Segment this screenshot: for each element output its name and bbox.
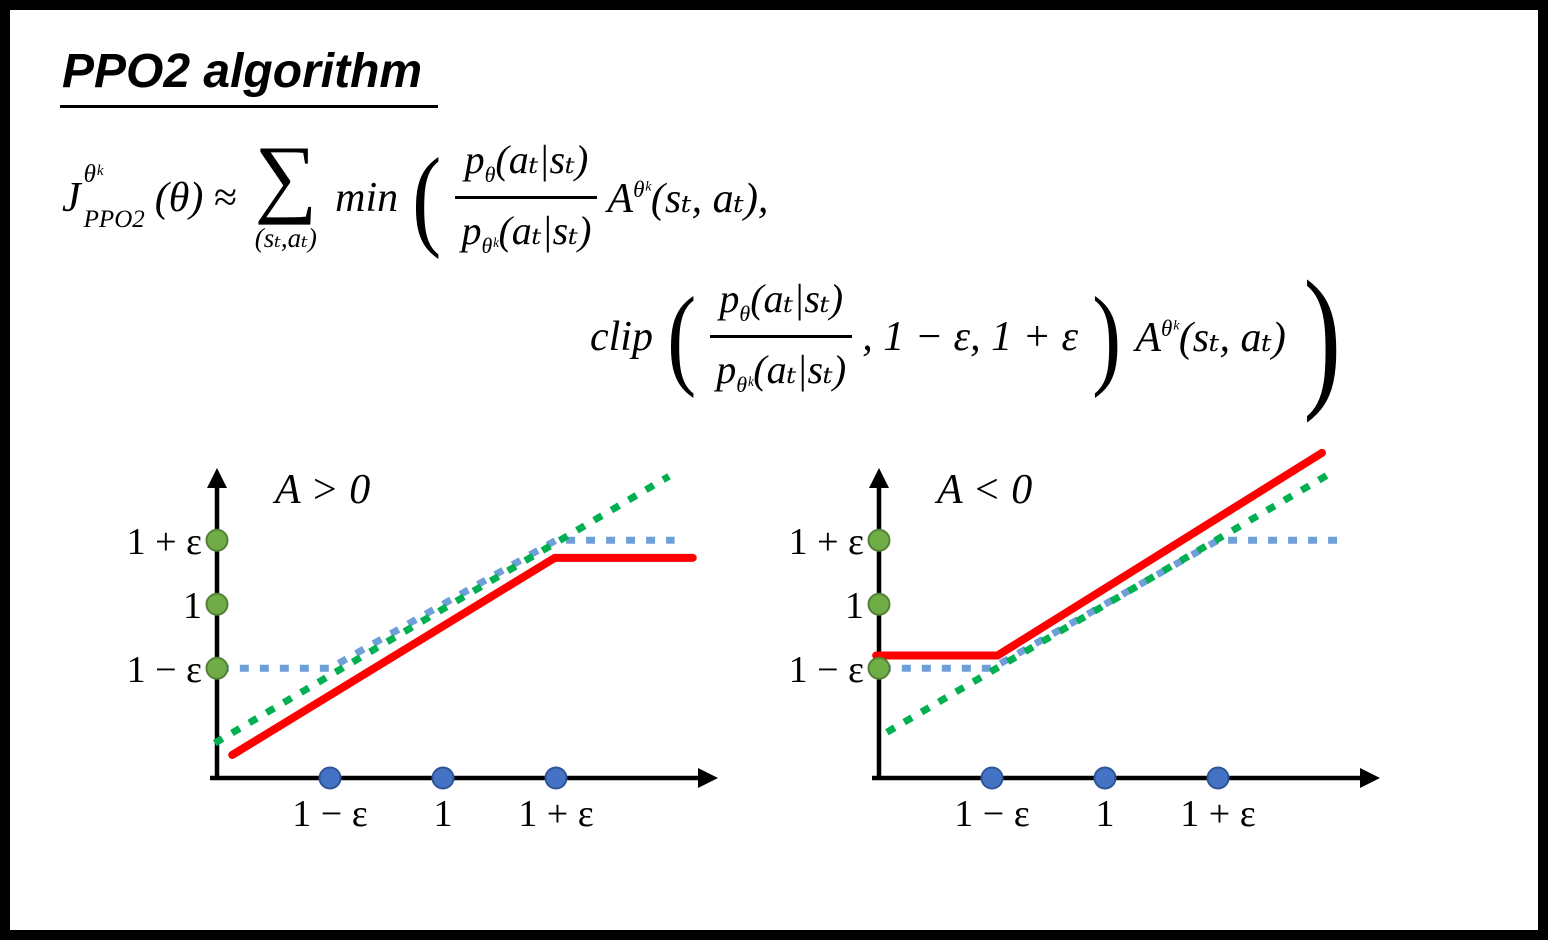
plot-area-a-negative — [732, 440, 1392, 870]
y-tick-label-1minus-eps: 1 − ε — [788, 649, 864, 691]
y-tick-label-1: 1 — [183, 585, 202, 627]
y-tick-label-1minus-eps: 1 − ε — [126, 649, 202, 691]
x-tick-dot — [980, 766, 1004, 790]
y-tick-label-1plus-eps: 1 + ε — [788, 521, 864, 563]
A-symbol: A — [1135, 314, 1161, 361]
close-paren-min: ) — [1303, 248, 1342, 424]
x-axis-arrow — [1360, 768, 1380, 788]
clip-operator: clip — [590, 313, 653, 360]
x-tick-label-1minus-eps: 1 − ε — [292, 793, 368, 835]
J-superscript-subscript: θᵏ PPO2 — [83, 160, 145, 234]
x-tick-dot — [318, 766, 342, 790]
series-objective-min — [872, 448, 1326, 660]
y-tick-label-1: 1 — [845, 585, 864, 627]
sigma-symbol: ∑ — [254, 128, 318, 226]
ppo2-objective-formula: J θᵏ PPO2 (θ) ≈ ∑ (sₜ,aₜ) min ( pθ(aₜ|sₜ… — [62, 128, 1348, 424]
p-symbol: p — [719, 276, 740, 321]
y-tick-dot — [867, 528, 891, 552]
A-arguments: (sₜ, aₜ) — [1178, 314, 1286, 361]
theta-argument: (θ) — [154, 174, 204, 221]
A-superscript: θᵏ — [1160, 314, 1179, 341]
chart-canvas — [867, 448, 1380, 790]
formula-line-1: J θᵏ PPO2 (θ) ≈ ∑ (sₜ,aₜ) min ( pθ(aₜ|sₜ… — [62, 128, 1348, 260]
p-arguments: (aₜ|sₜ) — [498, 208, 592, 253]
p-theta-subscript: θ — [739, 301, 751, 326]
series-clipped-ratio — [881, 536, 1343, 672]
y-tick-dot — [867, 656, 891, 680]
formula-line-2: clip ( pθ(aₜ|sₜ) pθᵏ(aₜ|sₜ) , 1 − ε, 1 +… — [590, 248, 1348, 424]
approx-sign: ≈ — [213, 174, 237, 221]
chart-title-a-negative: A < 0 — [937, 467, 1033, 513]
x-axis-arrow — [698, 768, 718, 788]
p-symbol: p — [461, 208, 482, 253]
series-unclipped-ratio — [885, 470, 1333, 736]
probability-ratio-fraction-1: pθ(aₜ|sₜ) pθᵏ(aₜ|sₜ) — [455, 136, 598, 259]
A-symbol: A — [607, 175, 634, 222]
objective-J-term: J θᵏ PPO2 — [62, 160, 145, 234]
slide-title: PPO2 algorithm — [60, 44, 439, 108]
x-tick-label-1: 1 — [1095, 793, 1115, 835]
chart-title-a-positive: A > 0 — [275, 467, 371, 513]
open-paren-min: ( — [412, 135, 442, 260]
p-arguments: (aₜ|sₜ) — [495, 137, 589, 182]
advantage-term-2: Aθᵏ(sₜ, aₜ) — [1135, 312, 1286, 362]
x-tick-dot — [431, 766, 455, 790]
J-subscript: PPO2 — [83, 206, 145, 234]
x-tick-dot — [1093, 766, 1117, 790]
chart-canvas — [205, 468, 718, 790]
p-theta-k-subscript: θᵏ — [736, 372, 754, 397]
x-tick-dot — [544, 766, 568, 790]
J-superscript: θᵏ — [83, 160, 103, 188]
A-arguments: (sₜ, aₜ), — [650, 175, 769, 222]
A-superscript: θᵏ — [633, 175, 651, 202]
x-tick-label-1plus-eps: 1 + ε — [518, 793, 594, 835]
p-theta-subscript: θ — [484, 162, 496, 187]
min-operator: min — [335, 174, 399, 221]
p-arguments: (aₜ|sₜ) — [750, 276, 844, 321]
x-tick-dot — [1206, 766, 1230, 790]
p-symbol: p — [716, 347, 737, 392]
J-symbol: J — [62, 174, 81, 221]
advantage-term-1: Aθᵏ(sₜ, aₜ), — [607, 173, 768, 223]
y-tick-dot — [205, 656, 229, 680]
fraction-numerator: pθ(aₜ|sₜ) — [713, 275, 849, 335]
series-clipped-ratio — [219, 536, 675, 672]
fraction-denominator: pθᵏ(aₜ|sₜ) — [710, 335, 853, 398]
plot-area-a-positive — [70, 440, 730, 870]
x-tick-label-1: 1 — [433, 793, 453, 835]
open-paren-clip: ( — [667, 274, 697, 399]
series-unclipped-ratio — [212, 473, 671, 747]
y-tick-dot — [867, 592, 891, 616]
chart-a-negative: A < 0 1 + ε 1 1 − ε 1 − ε 1 1 + ε — [732, 440, 1392, 880]
x-tick-label-1minus-eps: 1 − ε — [954, 793, 1030, 835]
y-axis-arrow — [207, 468, 227, 488]
y-tick-label-1plus-eps: 1 + ε — [126, 521, 202, 563]
x-tick-label-1plus-eps: 1 + ε — [1180, 793, 1256, 835]
summation-term: ∑ (sₜ,aₜ) — [254, 128, 318, 255]
p-symbol: p — [464, 137, 485, 182]
y-tick-dot — [205, 592, 229, 616]
probability-ratio-fraction-2: pθ(aₜ|sₜ) pθᵏ(aₜ|sₜ) — [710, 275, 853, 398]
fraction-numerator: pθ(aₜ|sₜ) — [459, 136, 595, 196]
chart-a-positive: A > 0 1 + ε 1 1 − ε 1 − ε 1 1 + ε — [70, 440, 730, 880]
summation-subscript: (sₜ,aₜ) — [254, 223, 317, 254]
p-arguments: (aₜ|sₜ) — [753, 347, 847, 392]
y-tick-dot — [205, 528, 229, 552]
p-theta-k-subscript: θᵏ — [481, 233, 499, 258]
clip-bounds: , 1 − ε, 1 + ε — [862, 313, 1079, 360]
close-paren-clip: ) — [1092, 274, 1122, 399]
fraction-denominator: pθᵏ(aₜ|sₜ) — [455, 196, 598, 259]
y-axis-arrow — [869, 468, 889, 488]
series-objective-min — [228, 553, 697, 759]
